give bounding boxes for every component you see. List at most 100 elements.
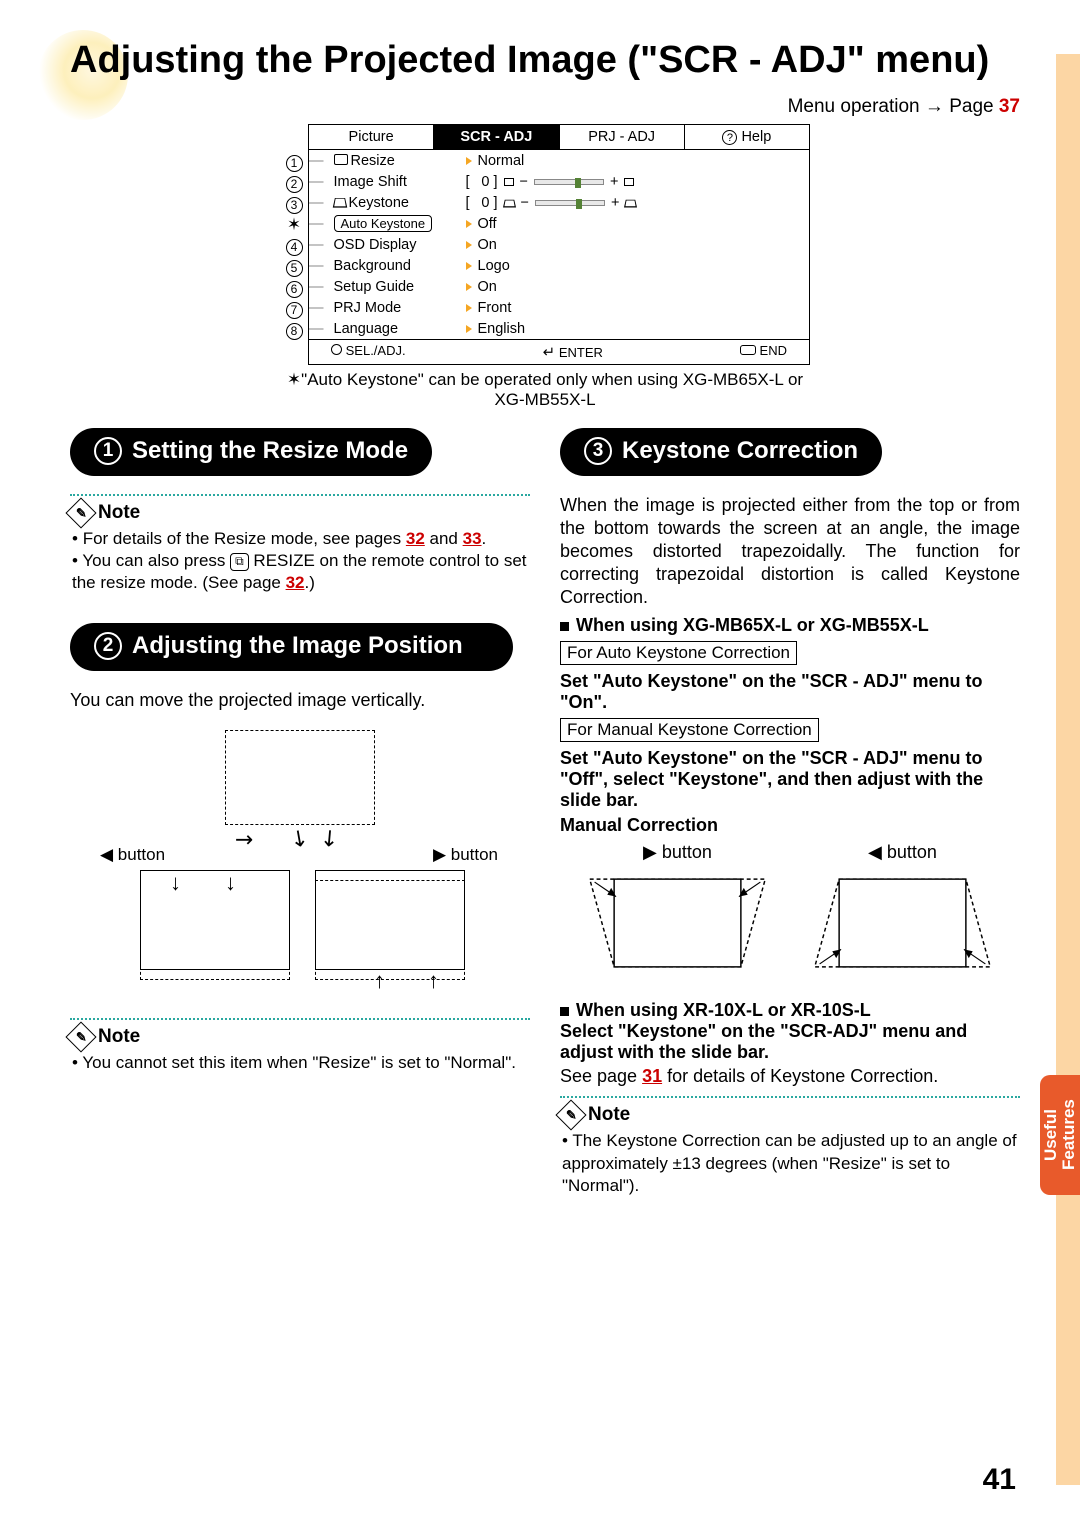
note-list-3: The Keystone Correction can be adjusted …: [560, 1130, 1020, 1196]
shift-right-button-label: ▶ button: [433, 845, 498, 865]
mc-left-button-label: ◀ button: [805, 842, 1000, 863]
osd-menu: 1 2 3✶ 4 5 6 7 8 Picture SCR - ADJ PRJ - ADJ ? H…: [280, 124, 810, 411]
menu-item-resize[interactable]: —ResizeNormal: [309, 150, 809, 171]
section-2-title: Adjusting the Image Position: [132, 632, 463, 660]
item-num-5: 5: [286, 260, 303, 277]
menu-item-osd-display[interactable]: —OSD DisplayOn: [309, 234, 809, 255]
menu-op-pageword: Page: [949, 96, 999, 117]
note-item: The Keystone Correction can be adjusted …: [562, 1130, 1020, 1196]
right-column: 3 Keystone Correction When the image is …: [560, 428, 1020, 1196]
image-shift-diagram: ↘ ↙ ↖ ◀ button ▶ button ↓↓ ↑↑: [120, 730, 480, 1000]
item-num-3: 3: [286, 197, 303, 214]
manual-keystone-box: For Manual Keystone Correction: [560, 718, 819, 742]
menu-item-image-shift[interactable]: —Image Shift[0 ] − +: [309, 171, 809, 192]
section-1-header: 1 Setting the Resize Mode: [70, 428, 432, 476]
auto-keystone-box: For Auto Keystone Correction: [560, 641, 797, 665]
item-num-2: 2: [286, 176, 303, 193]
triangle-icon: [466, 157, 472, 165]
footer-end: END: [760, 343, 787, 358]
manual-correction-h: Manual Correction: [560, 815, 1020, 836]
right-bg-bar: [1056, 54, 1080, 1485]
menu-operation-ref: Menu operation → Page 37: [70, 96, 1020, 118]
when-using-1: When using XG-MB65X-L or XG-MB55X-L: [560, 615, 1020, 636]
note-header-1: ✎Note: [70, 502, 530, 524]
arrow-icon: →: [925, 96, 944, 117]
dotted-divider: [70, 1018, 530, 1020]
menu-item-background[interactable]: —BackgroundLogo: [309, 255, 809, 276]
tab-picture[interactable]: Picture: [309, 125, 434, 150]
dotted-divider: [70, 494, 530, 496]
note-item: You cannot set this item when "Resize" i…: [72, 1052, 530, 1074]
footer-sel: SEL./ADJ.: [346, 343, 406, 358]
resize-button-icon: ⧉: [230, 553, 249, 571]
tab-scr-adj[interactable]: SCR - ADJ: [434, 125, 559, 150]
joystick-icon: [331, 344, 342, 355]
mc-right-button-label: ▶ button: [580, 842, 775, 863]
page-title: Adjusting the Projected Image ("SCR - AD…: [70, 40, 1020, 82]
resize-icon: [334, 154, 348, 165]
page-link-31[interactable]: 31: [642, 1066, 662, 1086]
section-3-title: Keystone Correction: [622, 437, 858, 465]
menu-item-setup-guide[interactable]: —Setup GuideOn: [309, 276, 809, 297]
section-2-body: You can move the projected image vertica…: [70, 689, 530, 712]
item-num-8: 8: [286, 323, 303, 340]
set-auto-off: Set "Auto Keystone" on the "SCR - ADJ" m…: [560, 748, 1020, 811]
when-using-2: When using XR-10X-L or XR-10S-L: [560, 1000, 1020, 1021]
menu-item-prj-mode[interactable]: —PRJ ModeFront: [309, 297, 809, 318]
item-number-column: 1 2 3✶ 4 5 6 7 8: [280, 124, 308, 366]
page-link-37[interactable]: 37: [999, 96, 1020, 117]
shift-left-button-label: ◀ button: [100, 845, 165, 865]
page-link-32[interactable]: 32: [406, 529, 425, 548]
section-3-num: 3: [584, 437, 612, 465]
menu-op-text: Menu operation: [788, 96, 925, 117]
menu-item-auto-keystone[interactable]: —Auto KeystoneOff: [309, 213, 809, 234]
item-num-7: 7: [286, 302, 303, 319]
note-item: For details of the Resize mode, see page…: [72, 528, 530, 550]
keystone-icon: [332, 198, 346, 208]
item-num-6: 6: [286, 281, 303, 298]
triangle-icon: [466, 325, 472, 333]
footer-enter: ENTER: [559, 345, 603, 360]
left-column: 1 Setting the Resize Mode ✎Note For deta…: [70, 428, 530, 1196]
side-tab-useful-features[interactable]: Useful Features: [1040, 1075, 1080, 1195]
triangle-icon: [466, 220, 472, 228]
triangle-icon: [466, 262, 472, 270]
auto-keystone-footnote: ✶"Auto Keystone" can be operated only wh…: [280, 370, 810, 410]
triangle-icon: [466, 283, 472, 291]
triangle-icon: [466, 241, 472, 249]
note-list-1: For details of the Resize mode, see page…: [70, 528, 530, 594]
item-num-4: 4: [286, 239, 303, 256]
triangle-icon: [466, 304, 472, 312]
select-keystone: Select "Keystone" on the "SCR-ADJ" menu …: [560, 1021, 1020, 1063]
help-icon: ?: [722, 130, 737, 145]
footnote-star-icon: ✶: [287, 215, 301, 235]
tab-help[interactable]: ? Help: [685, 125, 809, 150]
menu-item-keystone[interactable]: —Keystone[0 ] − +: [309, 192, 809, 213]
see-page-31: See page 31 for details of Keystone Corr…: [560, 1065, 1020, 1088]
menu-footer: SEL./ADJ. ↵ ENTER END: [309, 339, 809, 364]
menu-item-language[interactable]: —LanguageEnglish: [309, 318, 809, 339]
page-link-32[interactable]: 32: [286, 573, 305, 592]
note-icon: ✎: [65, 498, 96, 529]
note-icon: ✎: [65, 1021, 96, 1052]
end-icon: [740, 345, 756, 355]
note-item: You can also press ⧉ RESIZE on the remot…: [72, 550, 530, 594]
section-1-title: Setting the Resize Mode: [132, 437, 408, 465]
tab-help-label: Help: [741, 129, 771, 145]
note-header-3: ✎Note: [560, 1104, 1020, 1126]
section-2-header: 2 Adjusting the Image Position: [70, 623, 513, 671]
section-2-num: 2: [94, 632, 122, 660]
section-3-header: 3 Keystone Correction: [560, 428, 882, 476]
page-link-33[interactable]: 33: [463, 529, 482, 548]
section-1-num: 1: [94, 437, 122, 465]
page-number: 41: [983, 1463, 1016, 1497]
item-num-1: 1: [286, 155, 303, 172]
note-header-2: ✎Note: [70, 1026, 530, 1048]
menu-items: —ResizeNormal—Image Shift[0 ] − + —Keyst…: [309, 150, 809, 339]
note-list-2: You cannot set this item when "Resize" i…: [70, 1052, 530, 1074]
note-icon: ✎: [555, 1100, 586, 1131]
tab-prj-adj[interactable]: PRJ - ADJ: [560, 125, 685, 150]
enter-icon: ↵: [543, 343, 556, 361]
dotted-divider: [560, 1096, 1020, 1098]
set-auto-on: Set "Auto Keystone" on the "SCR - ADJ" m…: [560, 671, 1020, 713]
